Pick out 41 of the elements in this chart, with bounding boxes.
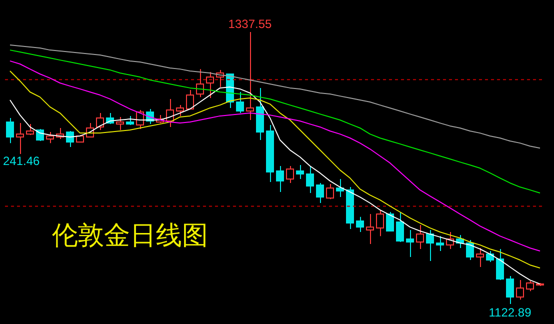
candlestick — [236, 92, 244, 114]
candlestick — [406, 229, 414, 258]
candlestick — [176, 104, 184, 116]
candlestick — [386, 211, 394, 232]
candlestick — [486, 250, 494, 263]
candlestick — [516, 280, 524, 300]
candlestick — [116, 116, 124, 131]
candlestick — [466, 240, 474, 261]
candlestick — [246, 32, 254, 120]
candlestick — [46, 132, 54, 144]
candlestick — [376, 209, 384, 237]
candlestick — [26, 124, 34, 136]
candlestick — [496, 248, 504, 281]
candlestick — [36, 128, 44, 142]
annotation: 241.46 — [3, 154, 40, 168]
annotation: 1337.55 — [228, 17, 272, 31]
candlestick — [326, 183, 334, 200]
candlestick — [526, 280, 534, 292]
candlestick — [476, 247, 484, 268]
candlestick — [186, 89, 194, 110]
candlestick — [66, 130, 74, 148]
candlestick — [206, 71, 214, 98]
candlestick — [506, 275, 514, 304]
candlestick — [306, 166, 314, 194]
candlestick — [396, 211, 404, 243]
candlestick — [286, 166, 294, 184]
candlestick — [436, 236, 444, 252]
candlestick — [196, 68, 204, 98]
text: 伦敦金日线图 — [52, 220, 208, 253]
candlestick — [316, 182, 324, 204]
candlestick — [416, 224, 424, 250]
candlestick — [6, 117, 14, 144]
candlestick — [96, 112, 104, 131]
candlestick — [16, 122, 24, 154]
candlestick — [366, 214, 374, 245]
candlestick — [296, 164, 304, 180]
candlestick — [426, 229, 434, 262]
candlestick — [276, 166, 284, 192]
candlestick — [336, 178, 344, 198]
candlestick — [356, 216, 364, 233]
annotation: 1122.89 — [488, 306, 532, 320]
